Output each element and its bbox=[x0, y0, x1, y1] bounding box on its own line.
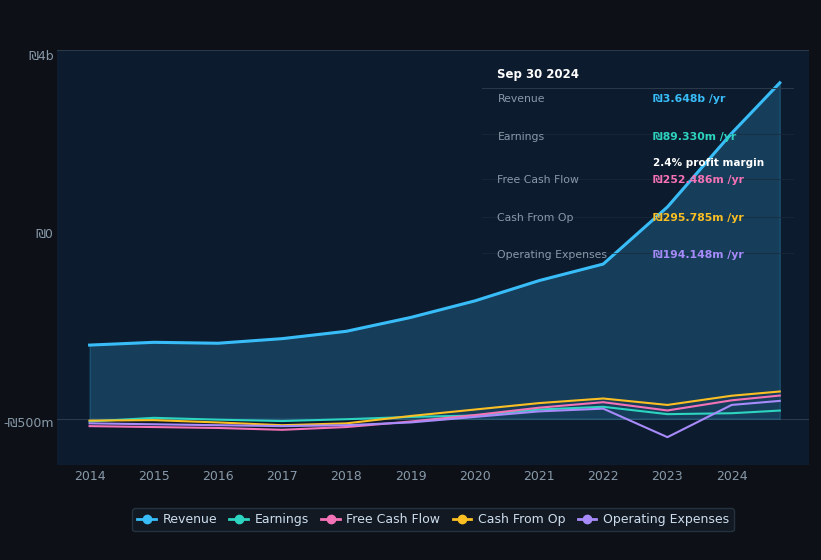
Legend: Revenue, Earnings, Free Cash Flow, Cash From Op, Operating Expenses: Revenue, Earnings, Free Cash Flow, Cash … bbox=[132, 508, 734, 531]
Text: ₪89.330m /yr: ₪89.330m /yr bbox=[654, 132, 736, 142]
Text: Free Cash Flow: Free Cash Flow bbox=[498, 175, 580, 185]
Text: Cash From Op: Cash From Op bbox=[498, 213, 574, 223]
Text: Operating Expenses: Operating Expenses bbox=[498, 250, 608, 260]
Text: ₪252.486m /yr: ₪252.486m /yr bbox=[654, 175, 745, 185]
Text: Revenue: Revenue bbox=[498, 94, 545, 104]
Text: ₪0: ₪0 bbox=[36, 228, 53, 241]
Text: Sep 30 2024: Sep 30 2024 bbox=[498, 68, 580, 81]
Text: 2.4% profit margin: 2.4% profit margin bbox=[654, 158, 764, 168]
Text: Earnings: Earnings bbox=[498, 132, 544, 142]
Text: ₪4b: ₪4b bbox=[28, 50, 53, 63]
Text: ₪194.148m /yr: ₪194.148m /yr bbox=[654, 250, 744, 260]
Text: ₪295.785m /yr: ₪295.785m /yr bbox=[654, 213, 744, 223]
Text: ₪3.648b /yr: ₪3.648b /yr bbox=[654, 94, 726, 104]
Text: -₪500m: -₪500m bbox=[3, 417, 53, 430]
